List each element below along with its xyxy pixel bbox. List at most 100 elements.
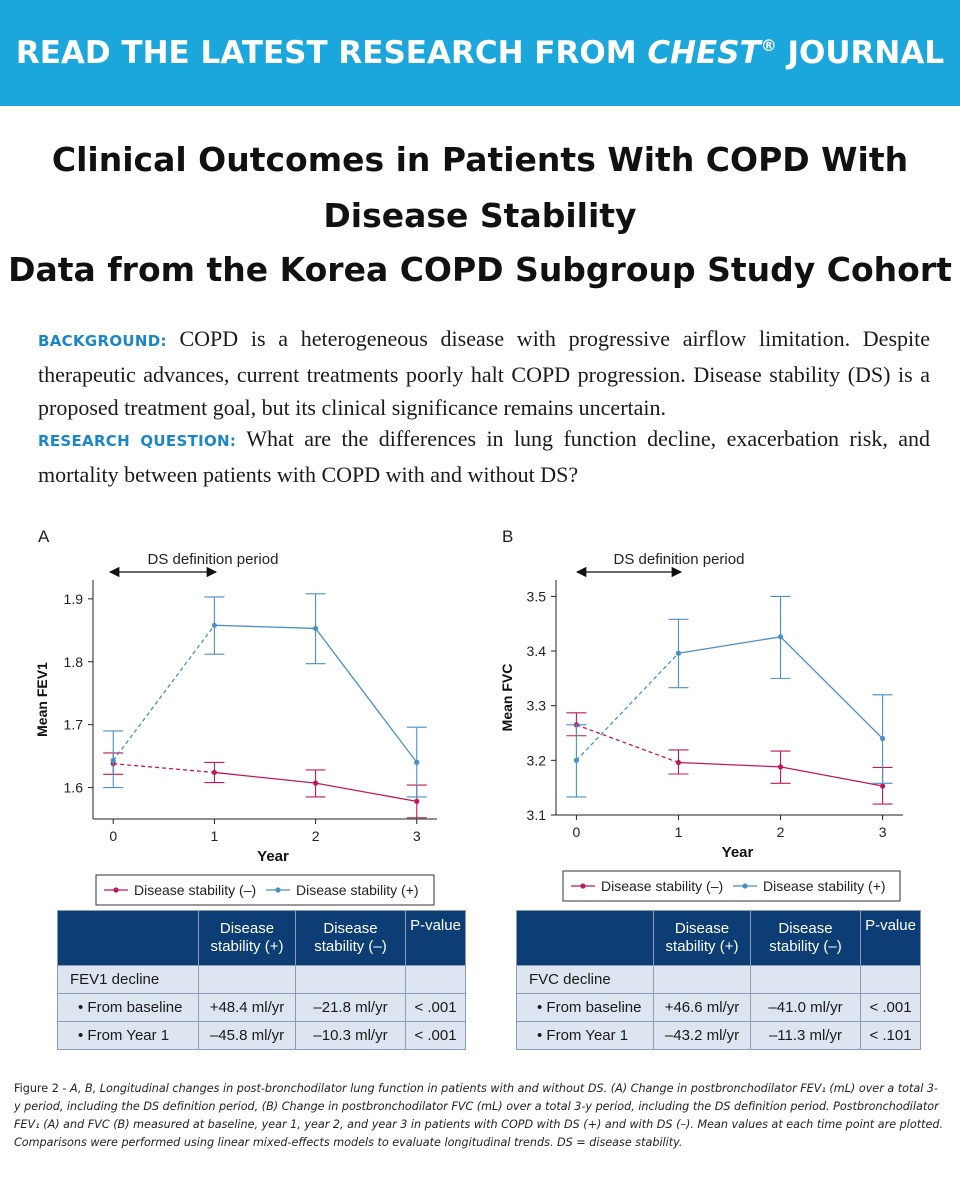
header-p-value: P-value <box>860 910 921 966</box>
ds-definition-label: DS definition period <box>614 551 745 568</box>
background-paragraph: BACKGROUND: COPD is a heterogeneous dise… <box>38 322 930 424</box>
x-tick-label: 1 <box>211 828 219 844</box>
table-row: • From Year 1 –45.8 ml/yr –10.3 ml/yr < … <box>57 1021 466 1050</box>
panel-label: A <box>38 527 50 546</box>
data-point <box>414 759 420 765</box>
legend-marker-plus <box>275 887 281 893</box>
cell-ds-plus: +48.4 ml/yr <box>198 993 296 1022</box>
x-tick-label: 0 <box>109 828 117 844</box>
cell-ds-minus: –10.3 ml/yr <box>295 1021 406 1050</box>
research-question-label: RESEARCH QUESTION: <box>38 432 237 450</box>
research-question-text: What are the differences in lung functio… <box>38 426 930 487</box>
header-ds-plus: Disease stability (+) <box>653 910 751 966</box>
cell-p-value: < .001 <box>405 993 466 1022</box>
caption-lead: Figure 2 - <box>14 1082 70 1095</box>
data-point <box>573 757 580 763</box>
data-point <box>312 625 319 632</box>
legend-label-minus: Disease stability (–) <box>601 878 723 894</box>
series-ds-plus <box>566 595 893 798</box>
header-ds-plus: Disease stability (+) <box>198 910 296 966</box>
x-tick-label: 3 <box>413 828 421 844</box>
legend-marker-plus <box>742 883 748 889</box>
y-tick-label: 1.8 <box>64 654 84 670</box>
legend-marker-minus <box>580 883 586 889</box>
background-label: BACKGROUND: <box>38 332 167 350</box>
chart-panel-a: A DS definition period 1.6 1.7 1.8 1.9 0 1 2 3 Yea… <box>34 527 437 906</box>
cell-p-value: < .101 <box>860 1021 921 1050</box>
x-tick-label: 2 <box>777 824 785 840</box>
legend-label-plus: Disease stability (+) <box>296 882 419 898</box>
y-tick-label: 1.7 <box>64 717 84 733</box>
data-point <box>879 735 886 742</box>
cell-ds-minus: –41.0 ml/yr <box>750 993 861 1022</box>
x-tick-label: 1 <box>675 824 683 840</box>
x-tick-label: 2 <box>312 828 320 844</box>
cell-ds-plus: –45.8 ml/yr <box>198 1021 296 1050</box>
section-label: FEV1 decline <box>57 965 199 994</box>
cell-ds-plus: –43.2 ml/yr <box>653 1021 751 1050</box>
data-point <box>211 769 218 776</box>
table-row: • From baseline +46.6 ml/yr –41.0 ml/yr … <box>516 993 921 1022</box>
header-ds-minus: Disease stability (–) <box>750 910 861 966</box>
row-label: • From Year 1 <box>57 1021 199 1050</box>
row-label: • From Year 1 <box>516 1021 654 1050</box>
section-label: FVC decline <box>516 965 654 994</box>
legend-box <box>562 870 901 902</box>
x-axis-label: Year <box>257 848 289 865</box>
y-tick-label: 3.3 <box>527 698 547 714</box>
series-dashed-segment <box>112 624 215 761</box>
fev1-fvc-figure: A DS definition period 1.6 1.7 1.8 1.9 0 1 2 3 Yea… <box>34 527 903 906</box>
table-row: • From Year 1 –43.2 ml/yr –11.3 ml/yr < … <box>516 1021 921 1050</box>
cell-p-value: < .001 <box>405 1021 466 1050</box>
data-point <box>777 764 784 770</box>
legend: Disease stability (–) Disease stability (… <box>95 874 435 906</box>
data-point <box>777 634 784 640</box>
panel-label: B <box>502 527 513 546</box>
banner-text: READ THE LATEST RESEARCH FROM CHEST® JOU… <box>15 35 945 71</box>
cell-p-value: < .001 <box>860 993 921 1022</box>
fvc-decline-table: Disease stability (+) Disease stability … <box>516 910 921 1050</box>
y-tick-label: 1.6 <box>64 780 84 796</box>
y-tick-label: 3.1 <box>527 807 547 823</box>
background-text: COPD is a heterogeneous disease with pro… <box>38 326 930 420</box>
x-axis-label: Year <box>722 844 754 861</box>
table-header-blank <box>516 910 654 966</box>
y-axis-label: Mean FVC <box>499 664 515 732</box>
series-ds-minus <box>566 712 893 805</box>
header-p-value: P-value <box>405 910 466 966</box>
page-title-line-1: Clinical Outcomes in Patients With COPD … <box>51 140 909 179</box>
page-title-line-2: Disease Stability <box>323 196 637 235</box>
row-label: • From baseline <box>57 993 199 1022</box>
legend-box <box>95 874 435 906</box>
cell-ds-minus: –21.8 ml/yr <box>295 993 406 1022</box>
page-subtitle: Data from the Korea COPD Subgroup Study … <box>8 250 952 289</box>
data-point <box>312 780 319 786</box>
data-point <box>675 650 682 656</box>
x-tick-label: 0 <box>573 824 581 840</box>
header-banner: READ THE LATEST RESEARCH FROM CHEST® JOU… <box>0 0 960 106</box>
caption-text: A, B, Longitudinal changes in post-bronc… <box>14 1082 944 1149</box>
research-question-paragraph: RESEARCH QUESTION: What are the differen… <box>38 422 930 491</box>
y-tick-label: 3.5 <box>527 588 547 604</box>
series-dashed-segment <box>113 763 215 774</box>
cell-ds-minus: –11.3 ml/yr <box>750 1021 861 1050</box>
data-point <box>110 757 116 764</box>
legend-label-plus: Disease stability (+) <box>763 878 886 894</box>
legend-marker-minus <box>113 887 119 893</box>
data-point <box>879 783 886 789</box>
table-header-blank <box>57 910 199 966</box>
series-ds-minus <box>103 752 427 819</box>
table-row: • From baseline +48.4 ml/yr –21.8 ml/yr … <box>57 993 466 1022</box>
figure-caption: Figure 2 - A, B, Longitudinal changes in… <box>14 1080 944 1152</box>
series-dashed-segment <box>575 652 679 761</box>
data-point <box>414 798 420 804</box>
series-ds-plus <box>103 593 427 798</box>
fev1-decline-table: Disease stability (+) Disease stability … <box>57 910 466 1050</box>
header-ds-minus: Disease stability (–) <box>295 910 406 966</box>
chart-panel-b: B DS definition period 3.1 3.2 3.3 3.4 3.5 0 1 2 3… <box>499 527 903 902</box>
legend-label-minus: Disease stability (–) <box>134 882 256 898</box>
ds-definition-label: DS definition period <box>148 551 279 568</box>
row-label: • From baseline <box>516 993 654 1022</box>
data-point <box>211 622 218 628</box>
y-axis-label: Mean FEV1 <box>34 662 50 737</box>
